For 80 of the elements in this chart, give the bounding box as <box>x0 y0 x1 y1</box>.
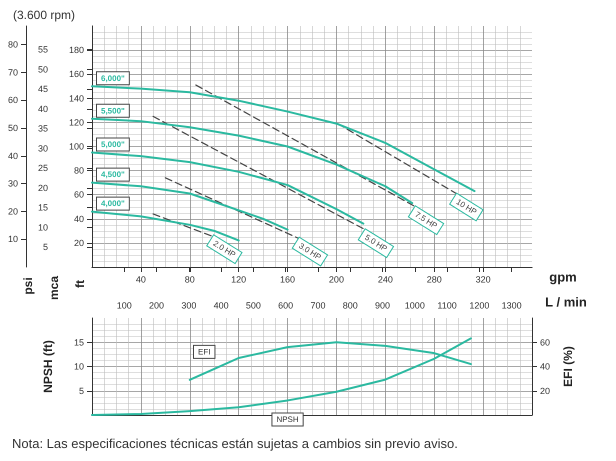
series-label: 5,000" <box>101 140 126 150</box>
line-series <box>91 152 364 225</box>
x2-tick-label: 1100 <box>437 300 457 310</box>
y2-tick-label: 55 <box>38 44 48 55</box>
text: 2.0 HP <box>212 238 238 260</box>
x2-tick-label: 1300 <box>502 300 522 310</box>
y3-tick-label: 70 <box>8 67 18 78</box>
y-tick-label: 160 <box>68 69 84 80</box>
y3-tick-label: 30 <box>8 178 18 189</box>
x-tick-label: 240 <box>378 274 393 284</box>
y2-tick-label: 25 <box>38 163 48 174</box>
y-tick-label: 15 <box>74 337 84 348</box>
y2-tick-label: 45 <box>38 84 48 94</box>
y2-tick-label: 40 <box>38 104 48 114</box>
series-label: 6,000" <box>101 74 126 83</box>
series-label: EFI <box>198 347 210 356</box>
text: 7.5 HP <box>413 210 439 231</box>
y2-tick-label: 50 <box>38 64 48 74</box>
series-label: 4,000" <box>101 199 126 208</box>
y3-tick-label: 40 <box>8 150 18 161</box>
y2-tick-label: 5 <box>42 242 48 252</box>
y-tick-label: 20 <box>74 238 84 248</box>
y-axis-title: NPSH (ft) <box>41 340 55 393</box>
text: Nota: Las especificaciones técnicas están sujetas a cambios sin previo aviso. <box>12 436 458 451</box>
x2-tick-label: 1200 <box>469 300 490 310</box>
x2-tick-label: 1000 <box>404 300 425 310</box>
x2-tick-label: 100 <box>116 300 132 310</box>
text: 5.0 HP <box>363 232 389 254</box>
y2-tick-label: 40 <box>540 362 550 372</box>
y-tick-label: 180 <box>68 45 84 56</box>
series-label: 4,500" <box>101 170 126 180</box>
y-tick-label: 140 <box>68 93 84 104</box>
y2-tick-label: 15 <box>38 202 48 213</box>
x-tick-label: 200 <box>328 274 344 284</box>
x-tick-label: 120 <box>231 274 246 284</box>
y2-axis-title: EFI (%) <box>561 346 575 387</box>
y2-tick-label: 20 <box>540 386 550 396</box>
x-tick-label: 280 <box>426 274 442 284</box>
y-tick-label: 10 <box>74 362 84 372</box>
y-tick-label: 100 <box>68 142 84 152</box>
y-tick-label: 80 <box>74 166 84 176</box>
y-axis-title: ft <box>73 280 87 288</box>
x2-tick-label: 400 <box>214 300 229 310</box>
text: 3.0 HP <box>297 241 323 262</box>
x2-tick-label: 200 <box>149 300 164 310</box>
y2-tick-label: 30 <box>38 143 48 154</box>
x-axis-title: gpm <box>549 270 577 284</box>
y-tick-label: 40 <box>74 214 84 224</box>
line-series <box>91 337 472 416</box>
x2-tick-label: 300 <box>181 300 196 310</box>
x2-tick-label: 800 <box>342 300 358 310</box>
text: 10 HP <box>454 197 478 217</box>
series-label: NPSH <box>276 414 299 424</box>
line-series <box>91 85 476 192</box>
y3-tick-label: 20 <box>8 206 18 216</box>
y3-tick-label: 10 <box>8 234 18 244</box>
chart-title: (3.600 rpm) <box>13 8 76 22</box>
y-tick-label: 5 <box>78 386 84 396</box>
x2-tick-label: 500 <box>246 300 261 310</box>
x-tick-label: 40 <box>136 274 146 284</box>
y-tick-label: 60 <box>74 190 84 200</box>
x-tick-label: 320 <box>476 274 491 284</box>
y3-tick-label: 60 <box>8 95 18 106</box>
y2-tick-label: 10 <box>38 222 48 232</box>
y3-tick-label: 50 <box>8 123 18 134</box>
x2-tick-label: 900 <box>375 300 390 310</box>
y2-tick-label: 35 <box>38 124 48 134</box>
line-series <box>91 182 289 231</box>
y3-tick-label: 80 <box>8 40 18 50</box>
y2-tick-label: 20 <box>38 182 48 193</box>
y2-tick-label: 60 <box>540 337 550 348</box>
x-tick-label: 160 <box>280 274 296 284</box>
x2-axis-title: L / min <box>545 294 587 310</box>
x-tick-label: 80 <box>184 274 195 284</box>
y-tick-label: 120 <box>68 117 84 128</box>
x2-tick-label: 700 <box>310 300 326 310</box>
series-label: 5,500" <box>101 106 126 116</box>
x2-tick-label: 600 <box>278 300 294 310</box>
y3-axis-title: psi <box>21 277 35 295</box>
y2-axis-title: mca <box>47 276 61 300</box>
